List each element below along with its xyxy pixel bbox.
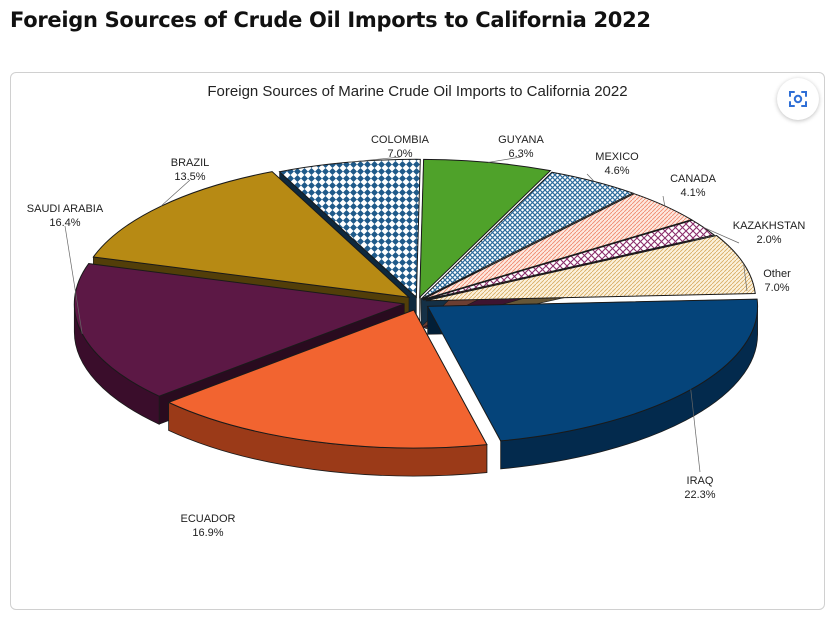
slice-label-mexico: MEXICO (595, 151, 639, 163)
pie-slice-ecuador (167, 309, 488, 449)
slice-label-canada: CANADA (670, 173, 717, 185)
chart-frame (10, 72, 825, 610)
leader-line-guyana (488, 156, 522, 163)
slice-value-iraq: 22.3% (684, 489, 715, 501)
leader-line-colombia (348, 156, 401, 163)
pie-slice-guyana (419, 158, 552, 299)
slice-label-kazakhstan: KAZAKHSTAN (733, 220, 806, 232)
slice-value-saudi-arabia: 16.4% (49, 217, 80, 229)
pie-slice-iraq (426, 298, 759, 442)
slice-value-guyana: 6.3% (508, 148, 533, 160)
leader-line-kazakhstan (703, 227, 740, 244)
slice-value-other: 7.0% (764, 282, 789, 294)
slice-label-iraq: IRAQ (687, 475, 714, 487)
slice-label-colombia: COLOMBIA (371, 134, 430, 146)
slice-label-other: Other (763, 268, 791, 280)
slice-value-mexico: 4.6% (604, 165, 629, 177)
leader-line-mexico (586, 173, 595, 182)
slice-label-guyana: GUYANA (498, 134, 544, 146)
leader-line-brazil (160, 179, 191, 207)
leader-line-other (743, 263, 748, 292)
lens-scan-icon (789, 91, 807, 107)
leader-line-iraq (690, 389, 701, 473)
slice-label-ecuador: ECUADOR (180, 513, 235, 525)
slice-value-brazil: 13.5% (174, 171, 205, 183)
slice-label-brazil: BRAZIL (171, 157, 210, 169)
pie-slice-saudi-arabia (73, 263, 405, 397)
leader-line-saudi-arabia (64, 225, 83, 334)
slice-value-colombia: 7.0% (387, 148, 412, 160)
slice-value-ecuador: 16.9% (192, 527, 223, 539)
pie-slice-canada (422, 193, 693, 301)
slice-value-kazakhstan: 2.0% (756, 234, 781, 246)
lens-search-button[interactable] (777, 78, 819, 120)
slice-value-canada: 4.1% (680, 187, 705, 199)
leader-line-canada (662, 195, 666, 206)
page-heading: Foreign Sources of Crude Oil Imports to … (10, 8, 651, 32)
slice-label-saudi-arabia: SAUDI ARABIA (27, 203, 104, 215)
chart-title: Foreign Sources of Marine Crude Oil Impo… (207, 83, 628, 100)
